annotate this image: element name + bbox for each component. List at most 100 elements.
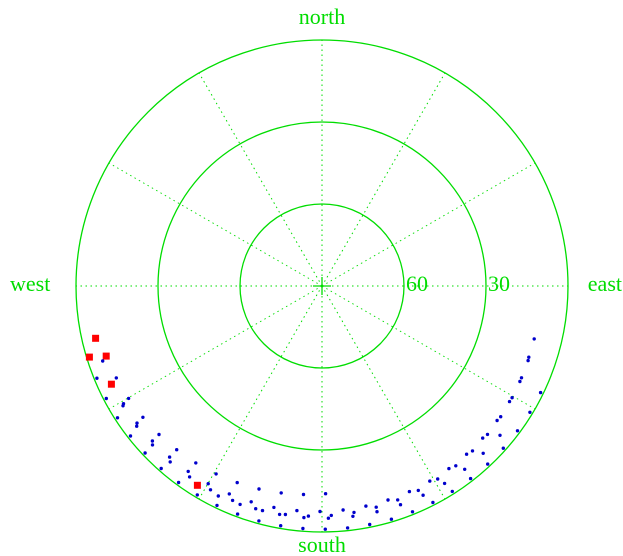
track-point	[104, 396, 109, 401]
track-point	[272, 505, 276, 510]
track-point	[254, 507, 258, 511]
track-point	[238, 502, 242, 507]
azimuth-spoke-300	[108, 162, 323, 287]
track-point	[208, 488, 213, 492]
track-point	[481, 436, 485, 440]
track-1	[102, 352, 328, 497]
track-point	[301, 526, 305, 531]
track-point	[389, 517, 394, 521]
track-point	[501, 446, 505, 450]
track-point	[115, 416, 120, 420]
azimuth-spoke-30	[321, 72, 446, 287]
track-point	[159, 466, 163, 471]
track-point	[323, 492, 328, 496]
track-point	[368, 522, 372, 527]
track-point	[442, 481, 447, 486]
track-point	[486, 462, 490, 466]
track-3	[85, 353, 543, 531]
azimuth-spoke-210	[198, 285, 323, 500]
track-point	[345, 526, 350, 530]
track-point	[464, 452, 469, 456]
direction-label-south: south	[298, 532, 346, 556]
track-point	[260, 508, 265, 513]
track-start-marker	[85, 353, 93, 361]
track-4	[107, 380, 502, 520]
track-point	[398, 503, 403, 507]
track-point	[421, 493, 425, 497]
track-point	[510, 396, 514, 400]
track-point	[257, 487, 261, 491]
track-point	[215, 503, 219, 508]
track-point	[186, 469, 190, 474]
track-point	[279, 491, 283, 495]
track-point	[364, 504, 368, 508]
track-point	[176, 480, 181, 485]
track-start-marker	[107, 380, 115, 388]
track-point	[126, 396, 131, 401]
ring-label-60: 60	[406, 271, 428, 296]
track-point	[396, 498, 400, 502]
track-point	[507, 399, 512, 404]
track-point	[214, 472, 218, 476]
track-point	[101, 359, 105, 363]
track-point	[515, 429, 520, 433]
track-point	[436, 477, 440, 481]
track-point	[374, 505, 378, 509]
track-point	[235, 480, 239, 485]
track-point	[150, 439, 155, 443]
track-point	[187, 475, 192, 479]
track-point	[341, 508, 345, 512]
track-point	[277, 512, 282, 517]
track-point	[194, 461, 198, 465]
track-start-marker	[102, 352, 110, 360]
track-point	[150, 443, 155, 447]
azimuth-spoke-120	[321, 285, 536, 410]
track-point	[470, 449, 475, 453]
track-point	[519, 376, 524, 380]
track-point	[450, 489, 454, 494]
track-point	[175, 448, 179, 452]
track-point	[95, 376, 99, 380]
satellite-tracks	[85, 334, 543, 531]
direction-label-north: north	[299, 4, 345, 29]
track-point	[249, 500, 253, 504]
track-point	[468, 476, 473, 481]
track-point	[135, 421, 139, 425]
azimuth-spoke-150	[321, 285, 446, 500]
track-point	[157, 432, 161, 437]
track-point	[410, 510, 415, 514]
track-point	[528, 410, 532, 414]
track-point	[301, 492, 306, 497]
track-point	[499, 415, 503, 419]
track-point	[518, 379, 522, 384]
elevation-ring-60	[239, 203, 405, 369]
track-point	[352, 510, 356, 515]
track-point	[526, 358, 530, 363]
track-point	[495, 418, 499, 423]
track-point	[121, 404, 125, 408]
track-point	[227, 492, 231, 496]
track-point	[326, 516, 331, 520]
track-point	[318, 509, 322, 514]
track-point	[329, 513, 333, 518]
track-point	[498, 433, 502, 437]
track-point	[532, 337, 536, 341]
track-point	[375, 510, 379, 514]
track-point	[386, 498, 390, 502]
track-point	[279, 524, 283, 528]
track-point	[283, 512, 288, 517]
direction-label-east: east	[588, 271, 622, 296]
track-point	[527, 355, 531, 359]
ring-label-30: 30	[488, 271, 510, 296]
track-point	[431, 500, 435, 505]
track-point	[481, 451, 485, 455]
track-point	[143, 451, 147, 455]
track-point	[195, 493, 199, 497]
track-point	[407, 489, 412, 494]
track-point	[323, 527, 327, 531]
track-point	[428, 479, 432, 483]
polar-grid	[75, 39, 569, 533]
track-point	[230, 498, 235, 503]
elevation-ring-30	[157, 121, 487, 451]
track-point	[135, 424, 139, 428]
